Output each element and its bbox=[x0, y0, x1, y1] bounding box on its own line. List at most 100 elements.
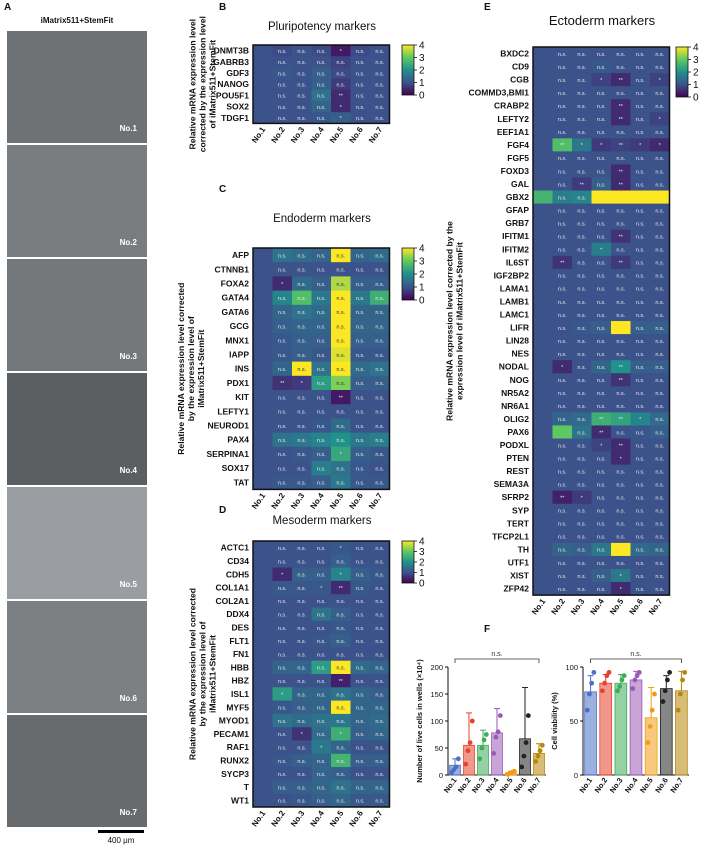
cell-annotation: n.s. bbox=[297, 367, 306, 373]
heatmap-cell bbox=[591, 425, 612, 439]
heatmap-cell bbox=[292, 45, 312, 57]
cell-annotation: n.s. bbox=[317, 49, 326, 55]
heatmap-cell bbox=[292, 713, 312, 728]
heatmap-cell bbox=[630, 477, 651, 492]
row-label: TH bbox=[518, 544, 529, 554]
cell-annotation: n.s. bbox=[577, 522, 586, 528]
heatmap-cell bbox=[350, 404, 371, 419]
heatmap-cell bbox=[311, 262, 332, 277]
heatmap-cell bbox=[331, 767, 351, 781]
cell-annotation: n.s. bbox=[597, 535, 606, 541]
bar bbox=[599, 682, 613, 776]
heatmap-cell bbox=[572, 308, 592, 322]
cell-annotation: n.s. bbox=[636, 274, 645, 280]
colorbar-tick-label: 2 bbox=[693, 68, 699, 79]
cell-annotation: n.s. bbox=[577, 509, 586, 515]
cell-annotation: n.s. bbox=[356, 282, 365, 288]
heatmap-cell bbox=[311, 375, 332, 391]
heatmap-cell bbox=[292, 634, 312, 648]
heatmap-cell bbox=[331, 432, 351, 448]
heatmap-cell bbox=[611, 177, 631, 191]
cell-annotation: n.s. bbox=[597, 208, 606, 214]
x-tick-label: No.7 bbox=[526, 776, 543, 794]
heatmap-cell bbox=[253, 248, 273, 263]
cell-annotation: n.s. bbox=[278, 71, 287, 77]
heatmap-cell bbox=[350, 674, 371, 688]
heatmap-b: Pluripotency markers n.s. n.s. n.s. * n.s. n.s… bbox=[187, 16, 425, 152]
row-label: SOX17 bbox=[222, 463, 250, 473]
cell-annotation: n.s. bbox=[375, 639, 384, 645]
micrograph-title: iMatrix511+StemFit bbox=[40, 16, 114, 25]
heatmap-cell bbox=[292, 647, 312, 662]
heatmap-cell bbox=[350, 276, 371, 291]
heatmap-cell bbox=[533, 321, 553, 335]
cell-annotation: n.s. bbox=[616, 287, 625, 293]
data-point bbox=[584, 707, 590, 713]
cell-annotation: n.s. bbox=[558, 274, 567, 280]
heatmap-cell bbox=[591, 334, 612, 348]
heatmap-cell bbox=[611, 503, 631, 518]
cell-annotation: n.s. bbox=[356, 60, 365, 66]
cell-annotation: n.s. bbox=[317, 759, 326, 765]
cell-annotation: n.s. bbox=[336, 719, 345, 725]
heatmap-cell bbox=[253, 554, 273, 568]
heatmap-cell bbox=[350, 347, 371, 362]
heatmap-cell bbox=[572, 386, 592, 400]
heatmap-cell bbox=[272, 432, 293, 448]
cell-annotation: n.s. bbox=[317, 116, 326, 122]
cell-annotation: n.s. bbox=[278, 586, 287, 592]
colorbar bbox=[401, 247, 415, 301]
cell-annotation: n.s. bbox=[636, 378, 645, 384]
heatmap-cell bbox=[611, 399, 631, 413]
column-label: No.7 bbox=[367, 809, 385, 829]
cell-annotation: ** bbox=[560, 261, 565, 267]
heatmap-cell bbox=[350, 56, 371, 68]
heatmap-cell bbox=[572, 334, 592, 348]
cell-annotation: n.s. bbox=[558, 248, 567, 254]
heatmap-cell bbox=[350, 541, 371, 555]
heatmap-cell bbox=[253, 647, 273, 662]
y-tick-label: 100 bbox=[565, 663, 578, 672]
heatmap-cell bbox=[311, 248, 332, 263]
cell-annotation: n.s. bbox=[375, 282, 384, 288]
cell-annotation: n.s. bbox=[356, 105, 365, 111]
row-label: SERPINA1 bbox=[206, 449, 249, 459]
data-point bbox=[652, 691, 657, 697]
cell-annotation: n.s. bbox=[655, 313, 664, 319]
heatmap-cell bbox=[630, 412, 651, 426]
cell-annotation: n.s. bbox=[655, 274, 664, 280]
data-point bbox=[519, 764, 525, 770]
cell-annotation: n.s. bbox=[597, 274, 606, 280]
cell-annotation: n.s. bbox=[655, 482, 664, 488]
heatmap-cell bbox=[552, 529, 573, 544]
heatmap-cell bbox=[611, 477, 631, 492]
cell-annotation: * bbox=[301, 381, 304, 387]
heatmap-cell bbox=[572, 242, 592, 257]
scale-bar-label: 400 μm bbox=[107, 836, 135, 845]
cell-annotation: n.s. bbox=[636, 300, 645, 306]
heatmap-cell bbox=[350, 767, 371, 781]
row-label: EEF1A1 bbox=[497, 127, 529, 137]
cell-annotation: n.s. bbox=[636, 156, 645, 162]
heatmap-cell bbox=[272, 700, 293, 715]
colorbar-tick-label: 1 bbox=[419, 283, 425, 294]
heatmap-cell bbox=[272, 674, 293, 688]
heatmap-cell bbox=[591, 138, 612, 152]
heatmap-cell bbox=[591, 438, 612, 452]
cell-annotation: n.s. bbox=[636, 182, 645, 188]
colorbar-tick-label: 3 bbox=[419, 53, 425, 64]
heatmap-cell bbox=[552, 464, 573, 479]
y-tick-label: 0 bbox=[439, 771, 443, 780]
heatmap-cell bbox=[552, 582, 573, 596]
heatmap-cell bbox=[292, 101, 312, 113]
heatmap-cell bbox=[591, 73, 612, 87]
heatmap-cell bbox=[370, 541, 390, 555]
cell-annotation: n.s. bbox=[597, 339, 606, 345]
colorbar-tick-label: 0 bbox=[693, 93, 699, 104]
heatmap-cell bbox=[611, 138, 631, 152]
cell-annotation: n.s. bbox=[356, 639, 365, 645]
heatmap-cell bbox=[591, 542, 612, 557]
heatmap-cell bbox=[253, 541, 273, 555]
cell-annotation: n.s. bbox=[655, 339, 664, 345]
heatmap-cell bbox=[292, 446, 312, 462]
